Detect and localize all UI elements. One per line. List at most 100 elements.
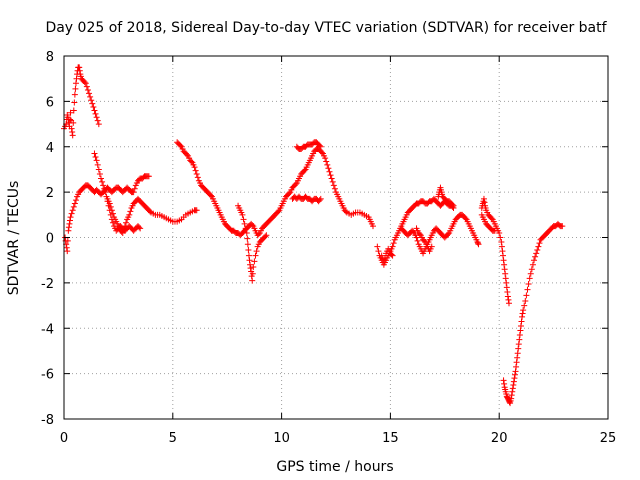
data-point [529,261,536,268]
data-point [66,116,73,123]
data-point [390,240,397,247]
data-point [83,83,90,90]
x-tick-label: 10 [273,431,290,446]
data-point [531,257,538,264]
data-point [328,175,335,182]
grid [64,56,608,419]
data-point [177,142,184,149]
y-tick-label: -2 [41,277,54,292]
data-point [70,203,77,210]
data-point [510,381,517,388]
data-point [509,388,516,395]
data-point [389,243,396,250]
data-point [502,275,509,282]
y-tick-label: -4 [41,322,54,337]
data-point [533,250,540,257]
data-marks [61,64,566,407]
data-point [249,222,256,229]
data-point [474,240,481,247]
data-point [126,211,133,218]
data-point [90,104,97,111]
data-point [522,298,529,305]
data-point [63,244,70,251]
data-point [514,354,521,361]
data-point [96,170,103,177]
data-point [500,257,507,264]
data-point [501,261,508,268]
data-point [505,296,512,303]
data-point [249,277,256,284]
data-point [327,172,334,179]
data-point [67,109,74,116]
y-tick-label: 4 [46,141,54,156]
data-point [503,279,510,286]
data-point [526,275,533,282]
data-point [106,200,113,207]
data-point [66,220,73,227]
data-point [480,195,487,202]
data-point [488,215,495,222]
y-axis-label: SDTVAR / TECUs [6,181,22,296]
data-point [72,197,79,204]
data-point [519,313,526,320]
data-point [255,231,262,238]
data-point [109,219,116,226]
data-point [86,90,93,97]
data-point [524,286,531,293]
data-point [137,225,144,232]
data-point [559,223,566,230]
data-point [109,210,116,217]
data-point [416,231,423,238]
data-point [68,125,75,132]
y-tick-label: 6 [46,95,54,110]
data-point [517,322,524,329]
data-point [516,332,523,339]
data-point [76,67,83,74]
data-point [536,240,543,247]
x-tick-label: 5 [169,431,177,446]
data-point [95,166,102,173]
data-point [99,178,106,185]
data-point [528,266,535,273]
data-point [316,142,323,149]
data-point [194,174,201,181]
data-point [81,79,88,86]
data-point [449,201,456,208]
y-tick-label: 0 [46,232,54,247]
data-point [421,237,428,244]
data-point [244,241,251,248]
data-point [534,246,541,253]
data-point [508,392,515,399]
data-point [243,229,250,236]
data-point [445,231,452,238]
data-point [87,93,94,100]
axis-ticks [63,55,609,420]
data-point [517,327,524,334]
data-point [71,91,78,98]
data-point [323,158,330,165]
x-tick-label: 15 [382,431,399,446]
data-point [89,100,96,107]
data-point [97,175,104,182]
data-point [92,153,99,160]
data-point [71,99,78,106]
data-point [513,363,520,370]
data-point [389,252,396,259]
data-point [69,132,76,139]
data-point [503,284,510,291]
data-point [253,248,260,255]
data-point [374,243,381,250]
data-point [324,161,331,168]
data-point [241,220,248,227]
data-point [101,185,108,192]
x-tick-label: 0 [60,431,68,446]
data-point [193,207,200,214]
data-point [331,185,338,192]
data-point [504,293,511,300]
data-point [301,167,308,174]
data-point [95,121,102,128]
x-axis-label: GPS time / hours [276,459,393,475]
x-tick-label: 20 [491,431,508,446]
data-point [462,215,469,222]
